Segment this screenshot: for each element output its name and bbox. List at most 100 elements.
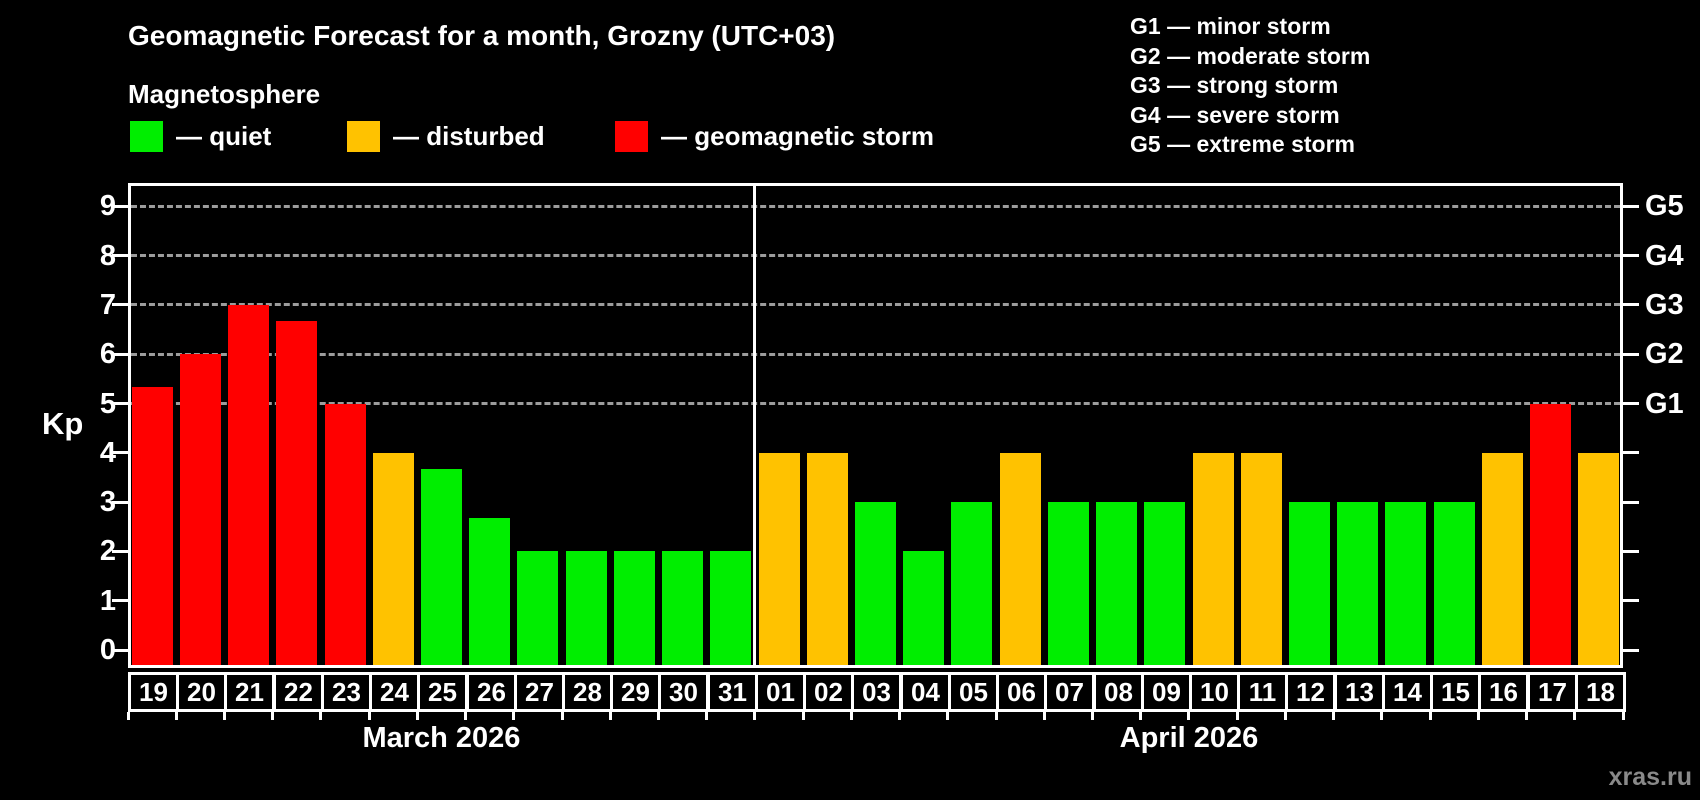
kp-bar: [662, 551, 704, 665]
y-tick-left: [112, 451, 128, 455]
y-tick-left: [112, 500, 128, 504]
y-tick-right: [1623, 303, 1639, 307]
day-label: 07: [1044, 672, 1095, 712]
kp-bar: [1481, 452, 1523, 665]
x-tick: [994, 712, 998, 720]
day-label: 12: [1285, 672, 1336, 712]
y-tick-right: [1623, 451, 1639, 455]
g-scale-label: G5: [1645, 190, 1684, 223]
magnetosphere-label: Magnetosphere: [128, 79, 321, 109]
day-label: 28: [562, 672, 613, 712]
kp-bar: [1530, 403, 1572, 665]
day-label: 05: [948, 672, 999, 712]
kp-bar: [1192, 452, 1234, 665]
day-label: 24: [369, 672, 420, 712]
y-tick-right: [1623, 549, 1639, 553]
storm-legend-g3: G3 — strong storm: [1130, 72, 1339, 98]
gridline-kp6: [131, 352, 1620, 356]
gridline-kp8: [131, 254, 1620, 258]
day-label: 14: [1382, 672, 1433, 712]
day-label: 26: [466, 672, 517, 712]
kp-bar: [999, 452, 1041, 665]
x-tick: [319, 712, 323, 720]
legend-label-disturbed: — disturbed: [393, 121, 545, 151]
kp-bar: [903, 551, 945, 665]
day-label: 11: [1237, 672, 1288, 712]
x-tick: [1187, 712, 1191, 720]
y-tick-label: 2: [99, 535, 116, 568]
day-label: 21: [224, 672, 275, 712]
legend-label-quiet: — quiet: [176, 121, 272, 151]
legend-label-storm: — geomagnetic storm: [661, 121, 935, 151]
day-label: 10: [1189, 672, 1240, 712]
x-tick: [849, 712, 853, 720]
kp-bar: [131, 387, 173, 665]
day-label: 25: [417, 672, 468, 712]
kp-bar: [1047, 502, 1089, 665]
day-label: 16: [1478, 672, 1529, 712]
kp-bar: [517, 551, 559, 665]
y-tick-right: [1623, 402, 1639, 405]
g-scale-label: G1: [1645, 387, 1684, 420]
x-tick: [271, 712, 275, 720]
day-label: 02: [803, 672, 854, 712]
kp-bar: [855, 502, 896, 665]
day-label: 13: [1334, 672, 1385, 712]
kp-bar: [1096, 502, 1138, 665]
disturbed-color-swatch: [347, 121, 380, 152]
kp-bar: [806, 452, 848, 665]
y-tick-left: [112, 303, 128, 307]
kp-bar: [420, 469, 462, 665]
y-tick-label: 0: [99, 634, 116, 666]
x-tick: [464, 712, 468, 720]
kp-bar: [1578, 452, 1620, 665]
y-tick-label: 8: [99, 239, 116, 272]
month-label: April 2026: [1119, 722, 1259, 754]
gridline-kp5: [131, 402, 1620, 405]
watermark: xras.ru: [1608, 763, 1692, 791]
day-label: 09: [1141, 672, 1192, 712]
day-label: 29: [610, 672, 661, 712]
day-label: 15: [1430, 672, 1481, 712]
x-tick: [415, 712, 419, 720]
kp-bar: [613, 551, 655, 665]
kp-bar: [1240, 452, 1282, 665]
storm-legend-g5: G5 — extreme storm: [1130, 131, 1355, 157]
storm-legend-g1: G1 — minor storm: [1130, 13, 1331, 39]
y-tick-right: [1623, 352, 1639, 356]
kp-bar: [372, 452, 414, 665]
day-label: 20: [176, 672, 227, 712]
y-tick-right: [1623, 599, 1639, 603]
plot-area: [128, 183, 1623, 668]
x-tick: [1139, 712, 1143, 720]
gridline-kp9: [131, 204, 1620, 208]
day-label: 23: [321, 672, 372, 712]
x-tick: [656, 712, 660, 720]
g-scale-label: G4: [1645, 239, 1684, 272]
day-label: 04: [900, 672, 951, 712]
kp-bar: [469, 518, 511, 665]
kp-bar: [276, 321, 318, 665]
x-tick: [1428, 712, 1432, 720]
day-label: 19: [128, 672, 179, 712]
y-tick-left: [112, 204, 128, 208]
kp-bar: [1289, 502, 1331, 665]
x-tick: [1091, 712, 1095, 720]
day-label: 01: [755, 672, 806, 712]
day-label: 08: [1093, 672, 1144, 712]
y-tick-label: 4: [99, 436, 116, 469]
month-label: March 2026: [362, 722, 521, 754]
x-tick: [1573, 712, 1577, 720]
day-label: 18: [1575, 672, 1626, 712]
y-tick-right: [1623, 204, 1639, 208]
g-scale-label: G3: [1645, 288, 1684, 321]
day-label: 17: [1527, 672, 1578, 712]
x-tick: [560, 712, 564, 720]
magnetosphere-legend: — quiet — disturbed — geomagnetic storm: [130, 121, 1030, 155]
x-tick: [126, 712, 130, 720]
kp-bar: [565, 551, 607, 665]
day-label: 27: [514, 672, 565, 712]
x-tick: [753, 712, 757, 720]
storm-legend-g4: G4 — severe storm: [1130, 101, 1340, 128]
x-tick: [1380, 712, 1384, 720]
